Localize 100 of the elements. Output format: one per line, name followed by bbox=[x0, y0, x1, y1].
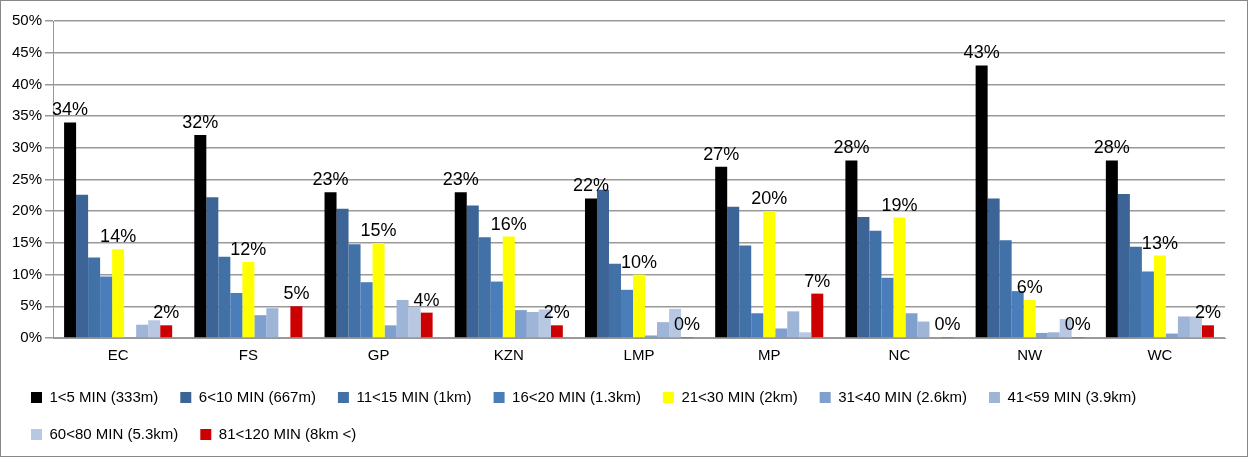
bar bbox=[324, 192, 337, 338]
bar bbox=[845, 160, 858, 338]
bar bbox=[76, 194, 89, 338]
bar bbox=[396, 299, 409, 338]
legend-label: 60<80 MIN (5.3km) bbox=[49, 424, 179, 442]
bar bbox=[881, 277, 894, 338]
data-label: 7% bbox=[804, 270, 831, 291]
bar bbox=[490, 281, 503, 338]
legend-label: 21<30 MIN (2km) bbox=[681, 387, 798, 405]
bar bbox=[454, 192, 467, 338]
x-tick-label: FS bbox=[238, 346, 258, 364]
legend-label: 81<120 MIN (8km <) bbox=[218, 424, 357, 442]
x-tick-label: WC bbox=[1147, 346, 1173, 364]
y-tick-label: 40% bbox=[11, 74, 43, 92]
legend-label: 31<40 MIN (2.6km) bbox=[838, 387, 967, 405]
bar bbox=[1153, 255, 1166, 338]
bar bbox=[987, 198, 1000, 338]
bar bbox=[917, 321, 930, 338]
y-tick-label: 20% bbox=[11, 201, 43, 219]
bar bbox=[112, 249, 125, 338]
bar bbox=[420, 312, 433, 338]
bar bbox=[64, 122, 77, 338]
bar bbox=[384, 325, 397, 338]
bar bbox=[230, 292, 243, 338]
bar bbox=[787, 311, 800, 338]
x-tick-label: EC bbox=[107, 346, 129, 364]
bar bbox=[1141, 271, 1154, 338]
data-label: 15% bbox=[360, 219, 397, 240]
bar bbox=[596, 189, 609, 338]
data-label: 2% bbox=[1194, 302, 1221, 323]
bar bbox=[502, 236, 515, 338]
bar bbox=[715, 166, 728, 338]
data-label: 12% bbox=[230, 238, 267, 259]
data-label: 0% bbox=[1064, 313, 1091, 334]
bar bbox=[218, 256, 231, 338]
bar bbox=[160, 325, 173, 338]
bar bbox=[136, 324, 149, 338]
bar bbox=[514, 310, 527, 338]
bar bbox=[727, 206, 740, 338]
bar bbox=[1117, 194, 1130, 338]
data-label: 32% bbox=[182, 112, 219, 133]
data-label: 20% bbox=[751, 188, 788, 209]
bar bbox=[905, 313, 918, 338]
bar bbox=[975, 65, 988, 338]
bar bbox=[857, 216, 870, 338]
y-tick-label: 35% bbox=[11, 106, 43, 124]
bar bbox=[478, 237, 491, 338]
bar bbox=[336, 208, 349, 338]
data-label: 22% bbox=[572, 175, 609, 196]
bar bbox=[1023, 299, 1036, 338]
y-tick-label: 10% bbox=[11, 264, 43, 282]
bar bbox=[1047, 332, 1060, 338]
bar bbox=[88, 257, 101, 338]
y-tick-label: 30% bbox=[11, 137, 43, 155]
y-tick-label: 0% bbox=[20, 328, 43, 346]
bar bbox=[526, 312, 539, 338]
data-label: 2% bbox=[153, 302, 180, 323]
legend-label: 41<59 MIN (3.9km) bbox=[1007, 387, 1137, 405]
bar bbox=[739, 245, 752, 338]
bar bbox=[657, 322, 670, 338]
data-label: 16% bbox=[490, 213, 527, 234]
bar bbox=[893, 217, 906, 338]
bar bbox=[1201, 325, 1214, 338]
bar bbox=[608, 263, 621, 338]
data-label: 27% bbox=[703, 143, 740, 164]
bar bbox=[206, 197, 219, 338]
data-label: 6% bbox=[1016, 276, 1043, 297]
data-label: 4% bbox=[413, 289, 440, 310]
legend-label: 6<10 MIN (667m) bbox=[198, 387, 316, 405]
bar bbox=[100, 276, 113, 338]
bar bbox=[1011, 291, 1024, 338]
data-label: 23% bbox=[442, 169, 479, 190]
y-tick-label: 25% bbox=[11, 169, 43, 187]
bar bbox=[242, 261, 255, 338]
data-label: 13% bbox=[1141, 232, 1178, 253]
bar bbox=[360, 282, 373, 338]
x-tick-label: GP bbox=[367, 346, 390, 364]
y-tick-label: 15% bbox=[11, 233, 43, 251]
bar bbox=[1177, 316, 1190, 338]
legend-label: 16<20 MIN (1.3km) bbox=[512, 387, 641, 405]
bar bbox=[633, 274, 646, 338]
x-tick-label: MP bbox=[757, 346, 781, 364]
bar bbox=[194, 135, 207, 338]
bar bbox=[290, 306, 303, 338]
data-label: 19% bbox=[881, 194, 918, 215]
bar bbox=[372, 242, 385, 338]
bar bbox=[811, 293, 824, 338]
data-label: 28% bbox=[1093, 137, 1130, 158]
bar bbox=[266, 308, 279, 338]
data-label: 2% bbox=[543, 302, 570, 323]
data-label: 23% bbox=[312, 169, 349, 190]
bar bbox=[254, 315, 267, 338]
y-tick-label: 5% bbox=[20, 296, 43, 314]
bar bbox=[466, 205, 479, 338]
data-label: 43% bbox=[963, 42, 1000, 63]
legend-label: 11<15 MIN (1km) bbox=[356, 387, 472, 405]
bar bbox=[1035, 332, 1048, 338]
bar bbox=[550, 325, 563, 338]
data-label: 0% bbox=[934, 313, 961, 334]
y-tick-label: 50% bbox=[11, 11, 43, 29]
